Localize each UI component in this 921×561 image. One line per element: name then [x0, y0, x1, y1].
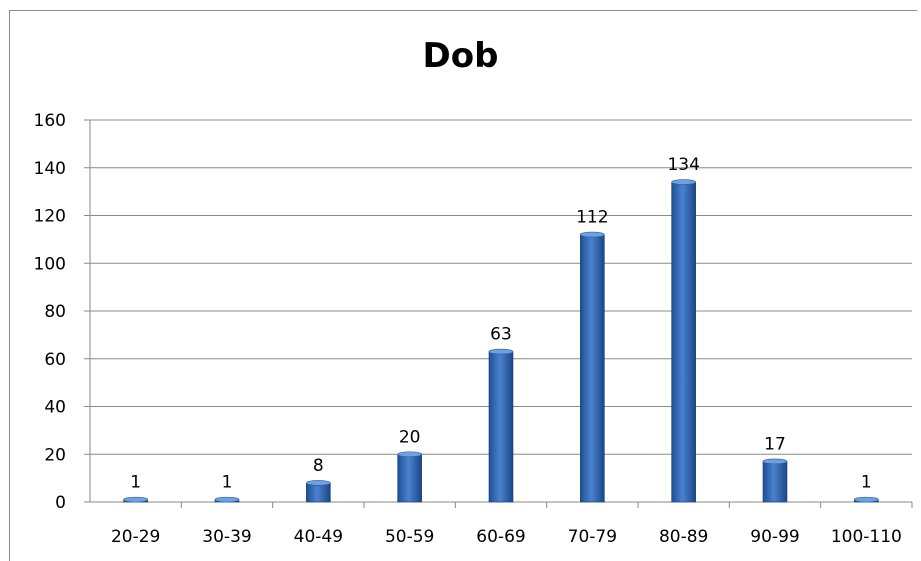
bar [397, 453, 422, 503]
bar-top [214, 496, 240, 503]
bar-top [397, 451, 422, 458]
bar [762, 461, 788, 503]
y-tick-label: 20 [44, 445, 66, 465]
y-tick-label: 80 [44, 302, 66, 322]
y-tick-label: 100 [34, 254, 66, 274]
y-tick-label: 40 [44, 398, 66, 418]
x-tick-label: 80-89 [659, 527, 708, 547]
data-label: 1 [861, 473, 872, 493]
data-labels: 1 1 8 20 63 112 134 17 1 [130, 155, 871, 493]
bar-top [123, 496, 148, 503]
y-tick-label: 60 [44, 350, 66, 370]
data-label: 20 [399, 427, 421, 447]
bar [671, 181, 696, 503]
chart-title: Dob [422, 36, 499, 76]
data-label: 63 [490, 325, 512, 345]
data-label: 17 [764, 434, 786, 454]
bar [580, 234, 605, 503]
x-tick-label: 100-110 [831, 527, 902, 547]
bar-top [306, 480, 331, 486]
y-axis-tick-labels: 0 20 40 60 80 100 120 140 160 [34, 111, 66, 513]
bars [123, 179, 879, 503]
x-tick-label: 40-49 [294, 527, 343, 547]
x-tick-label: 50-59 [385, 527, 434, 547]
bar-top [854, 496, 879, 503]
x-axis-tick-labels: 20-29 30-39 40-49 50-59 60-69 70-79 80-89 90-99… [111, 527, 902, 547]
y-tick-label: 140 [34, 159, 66, 179]
x-tick-label: 70-79 [568, 527, 617, 547]
x-tick-label: 30-39 [202, 527, 251, 547]
bar-top [762, 458, 788, 465]
bar [306, 482, 331, 503]
y-tick-label: 120 [34, 207, 66, 227]
bar-top [488, 348, 514, 355]
bar [488, 351, 514, 503]
gridlines [90, 119, 912, 455]
data-label: 134 [667, 155, 699, 175]
x-tick-label: 20-29 [111, 527, 160, 547]
data-label: 8 [313, 456, 324, 476]
bar-top [580, 231, 605, 238]
y-tick-label: 0 [55, 493, 66, 513]
data-label: 1 [130, 473, 141, 493]
data-label: 112 [576, 208, 608, 228]
y-tick-label: 160 [34, 111, 66, 131]
x-tick-label: 60-69 [476, 527, 525, 547]
x-tick-label: 90-99 [750, 527, 799, 547]
bar-top [671, 179, 696, 185]
data-label: 1 [222, 473, 233, 493]
